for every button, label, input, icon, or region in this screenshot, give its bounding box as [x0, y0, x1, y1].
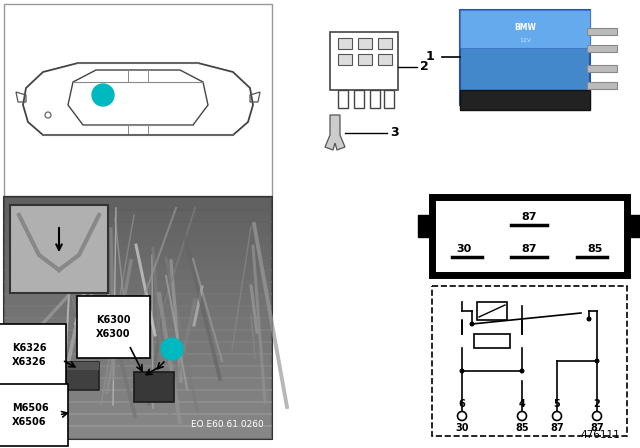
- Bar: [384, 90, 394, 108]
- Bar: [587, 65, 617, 72]
- Bar: [587, 45, 617, 52]
- Circle shape: [595, 358, 600, 363]
- Text: 87: 87: [590, 423, 604, 433]
- Bar: [4, 353, 272, 367]
- Bar: [4, 281, 272, 295]
- Circle shape: [520, 369, 525, 374]
- Text: 3: 3: [390, 126, 399, 139]
- Bar: [4, 377, 272, 391]
- Bar: [338, 90, 348, 108]
- Bar: [4, 233, 272, 247]
- Text: EO E60 61 0260: EO E60 61 0260: [191, 420, 264, 429]
- Bar: [4, 329, 272, 343]
- Bar: [4, 317, 272, 331]
- Bar: [10, 205, 108, 293]
- Bar: [4, 425, 272, 439]
- Text: 2: 2: [594, 399, 600, 409]
- Bar: [4, 209, 272, 223]
- Bar: [4, 413, 272, 427]
- Text: 476111: 476111: [580, 430, 620, 440]
- Polygon shape: [68, 70, 208, 125]
- Bar: [4, 389, 272, 403]
- Bar: [64, 362, 99, 370]
- Bar: [4, 341, 272, 355]
- Text: 30: 30: [456, 244, 472, 254]
- Bar: [4, 245, 272, 259]
- Circle shape: [593, 412, 602, 421]
- Bar: [460, 90, 590, 110]
- Bar: [474, 334, 510, 348]
- Bar: [4, 305, 272, 319]
- Circle shape: [470, 322, 474, 327]
- Bar: [4, 401, 272, 415]
- Bar: [4, 365, 272, 379]
- Text: 1: 1: [426, 51, 435, 64]
- Bar: [460, 10, 590, 48]
- Bar: [4, 269, 272, 283]
- Circle shape: [586, 316, 591, 322]
- Bar: [134, 372, 174, 402]
- Text: 87: 87: [521, 244, 537, 254]
- Bar: [587, 28, 617, 35]
- Text: 1: 1: [99, 89, 108, 102]
- Text: 12V: 12V: [519, 38, 531, 43]
- Bar: [378, 38, 392, 49]
- Bar: [587, 82, 617, 89]
- Circle shape: [161, 338, 183, 360]
- Text: 2: 2: [420, 60, 429, 73]
- Text: K6300
X6300: K6300 X6300: [96, 315, 131, 339]
- Bar: [4, 293, 272, 307]
- Text: 85: 85: [588, 244, 603, 254]
- Text: BMW: BMW: [514, 23, 536, 33]
- Bar: [627, 215, 640, 237]
- Bar: [378, 54, 392, 65]
- Circle shape: [460, 369, 465, 374]
- Bar: [338, 38, 352, 49]
- Text: 87: 87: [550, 423, 564, 433]
- Bar: [432, 197, 627, 275]
- Bar: [432, 286, 627, 436]
- Circle shape: [458, 412, 467, 421]
- Bar: [354, 90, 364, 108]
- Circle shape: [92, 84, 114, 106]
- Text: 85: 85: [515, 423, 529, 433]
- Bar: [477, 302, 507, 320]
- Bar: [4, 4, 272, 196]
- Text: 4: 4: [518, 399, 525, 409]
- Bar: [338, 54, 352, 65]
- Bar: [432, 197, 627, 275]
- Bar: [370, 90, 380, 108]
- Bar: [64, 362, 99, 390]
- Text: 5: 5: [554, 399, 561, 409]
- Text: K6326
X6326: K6326 X6326: [12, 344, 47, 366]
- Polygon shape: [23, 63, 253, 135]
- Bar: [418, 215, 432, 237]
- Bar: [4, 221, 272, 235]
- Text: 30: 30: [455, 423, 468, 433]
- Circle shape: [518, 412, 527, 421]
- Bar: [460, 10, 590, 105]
- Text: 1: 1: [168, 343, 177, 356]
- Polygon shape: [325, 115, 345, 150]
- Bar: [358, 38, 372, 49]
- Bar: [330, 32, 398, 90]
- Bar: [4, 197, 272, 211]
- Bar: [4, 257, 272, 271]
- Text: 87: 87: [521, 212, 537, 222]
- Bar: [358, 54, 372, 65]
- Text: 6: 6: [459, 399, 465, 409]
- Bar: [4, 197, 272, 439]
- Circle shape: [552, 412, 561, 421]
- Text: M6506
X6506: M6506 X6506: [12, 403, 49, 426]
